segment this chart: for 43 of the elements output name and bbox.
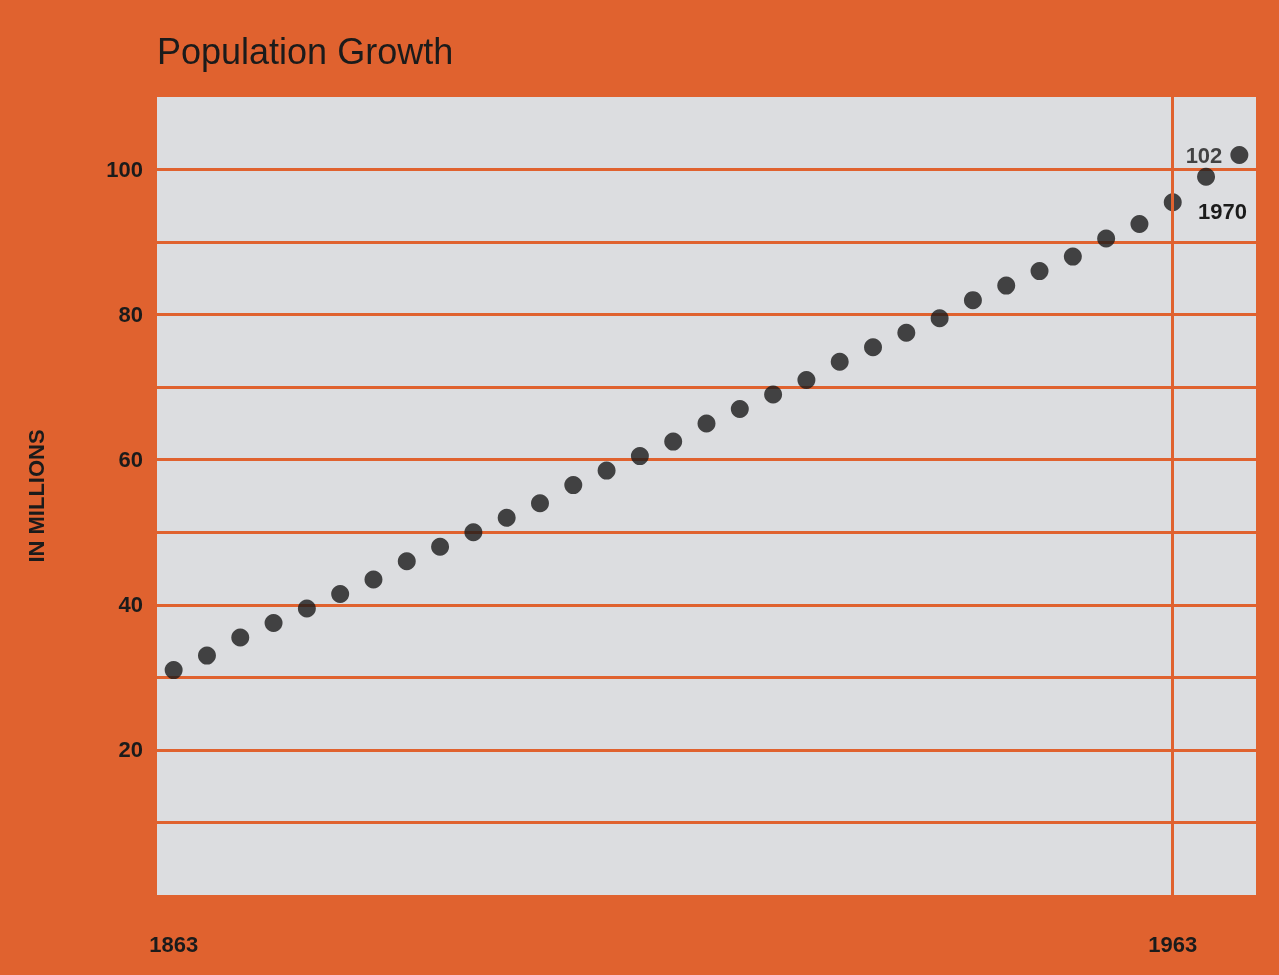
point — [531, 494, 549, 513]
point — [897, 323, 916, 342]
point — [264, 613, 283, 632]
point — [1230, 146, 1249, 165]
point — [1063, 247, 1082, 266]
y-axis-title: IN MILLIONS — [23, 429, 49, 563]
point — [497, 508, 516, 527]
point — [164, 661, 183, 680]
point — [464, 523, 483, 542]
point — [764, 385, 783, 404]
point — [197, 646, 216, 665]
point — [231, 628, 250, 647]
point — [1197, 167, 1216, 186]
point — [564, 476, 583, 495]
y-tick-label: 40 — [118, 592, 143, 618]
y-tick-label: 60 — [118, 447, 143, 473]
point — [331, 584, 350, 603]
point — [630, 447, 649, 466]
chart-title: Population Growth — [157, 30, 454, 72]
data-label: 102 — [1185, 142, 1223, 168]
x-tick-label: 1963 — [1148, 931, 1198, 957]
point — [1030, 262, 1049, 281]
point — [930, 309, 949, 328]
point — [730, 399, 749, 418]
x-tick-label: 1863 — [149, 931, 199, 957]
y-tick-label: 100 — [106, 157, 143, 183]
point — [830, 352, 849, 371]
point — [431, 537, 450, 556]
point — [597, 461, 616, 480]
point — [664, 432, 683, 451]
point — [997, 276, 1016, 295]
point — [797, 370, 816, 389]
y-tick-label: 80 — [118, 302, 143, 328]
point — [1130, 214, 1149, 233]
point — [297, 599, 316, 618]
annotation: 1970 — [1198, 198, 1247, 224]
point — [1097, 229, 1116, 248]
point — [397, 552, 416, 571]
point — [697, 414, 716, 433]
point — [364, 570, 383, 589]
y-tick-label: 20 — [118, 737, 143, 763]
point — [864, 338, 883, 357]
point — [963, 291, 982, 310]
